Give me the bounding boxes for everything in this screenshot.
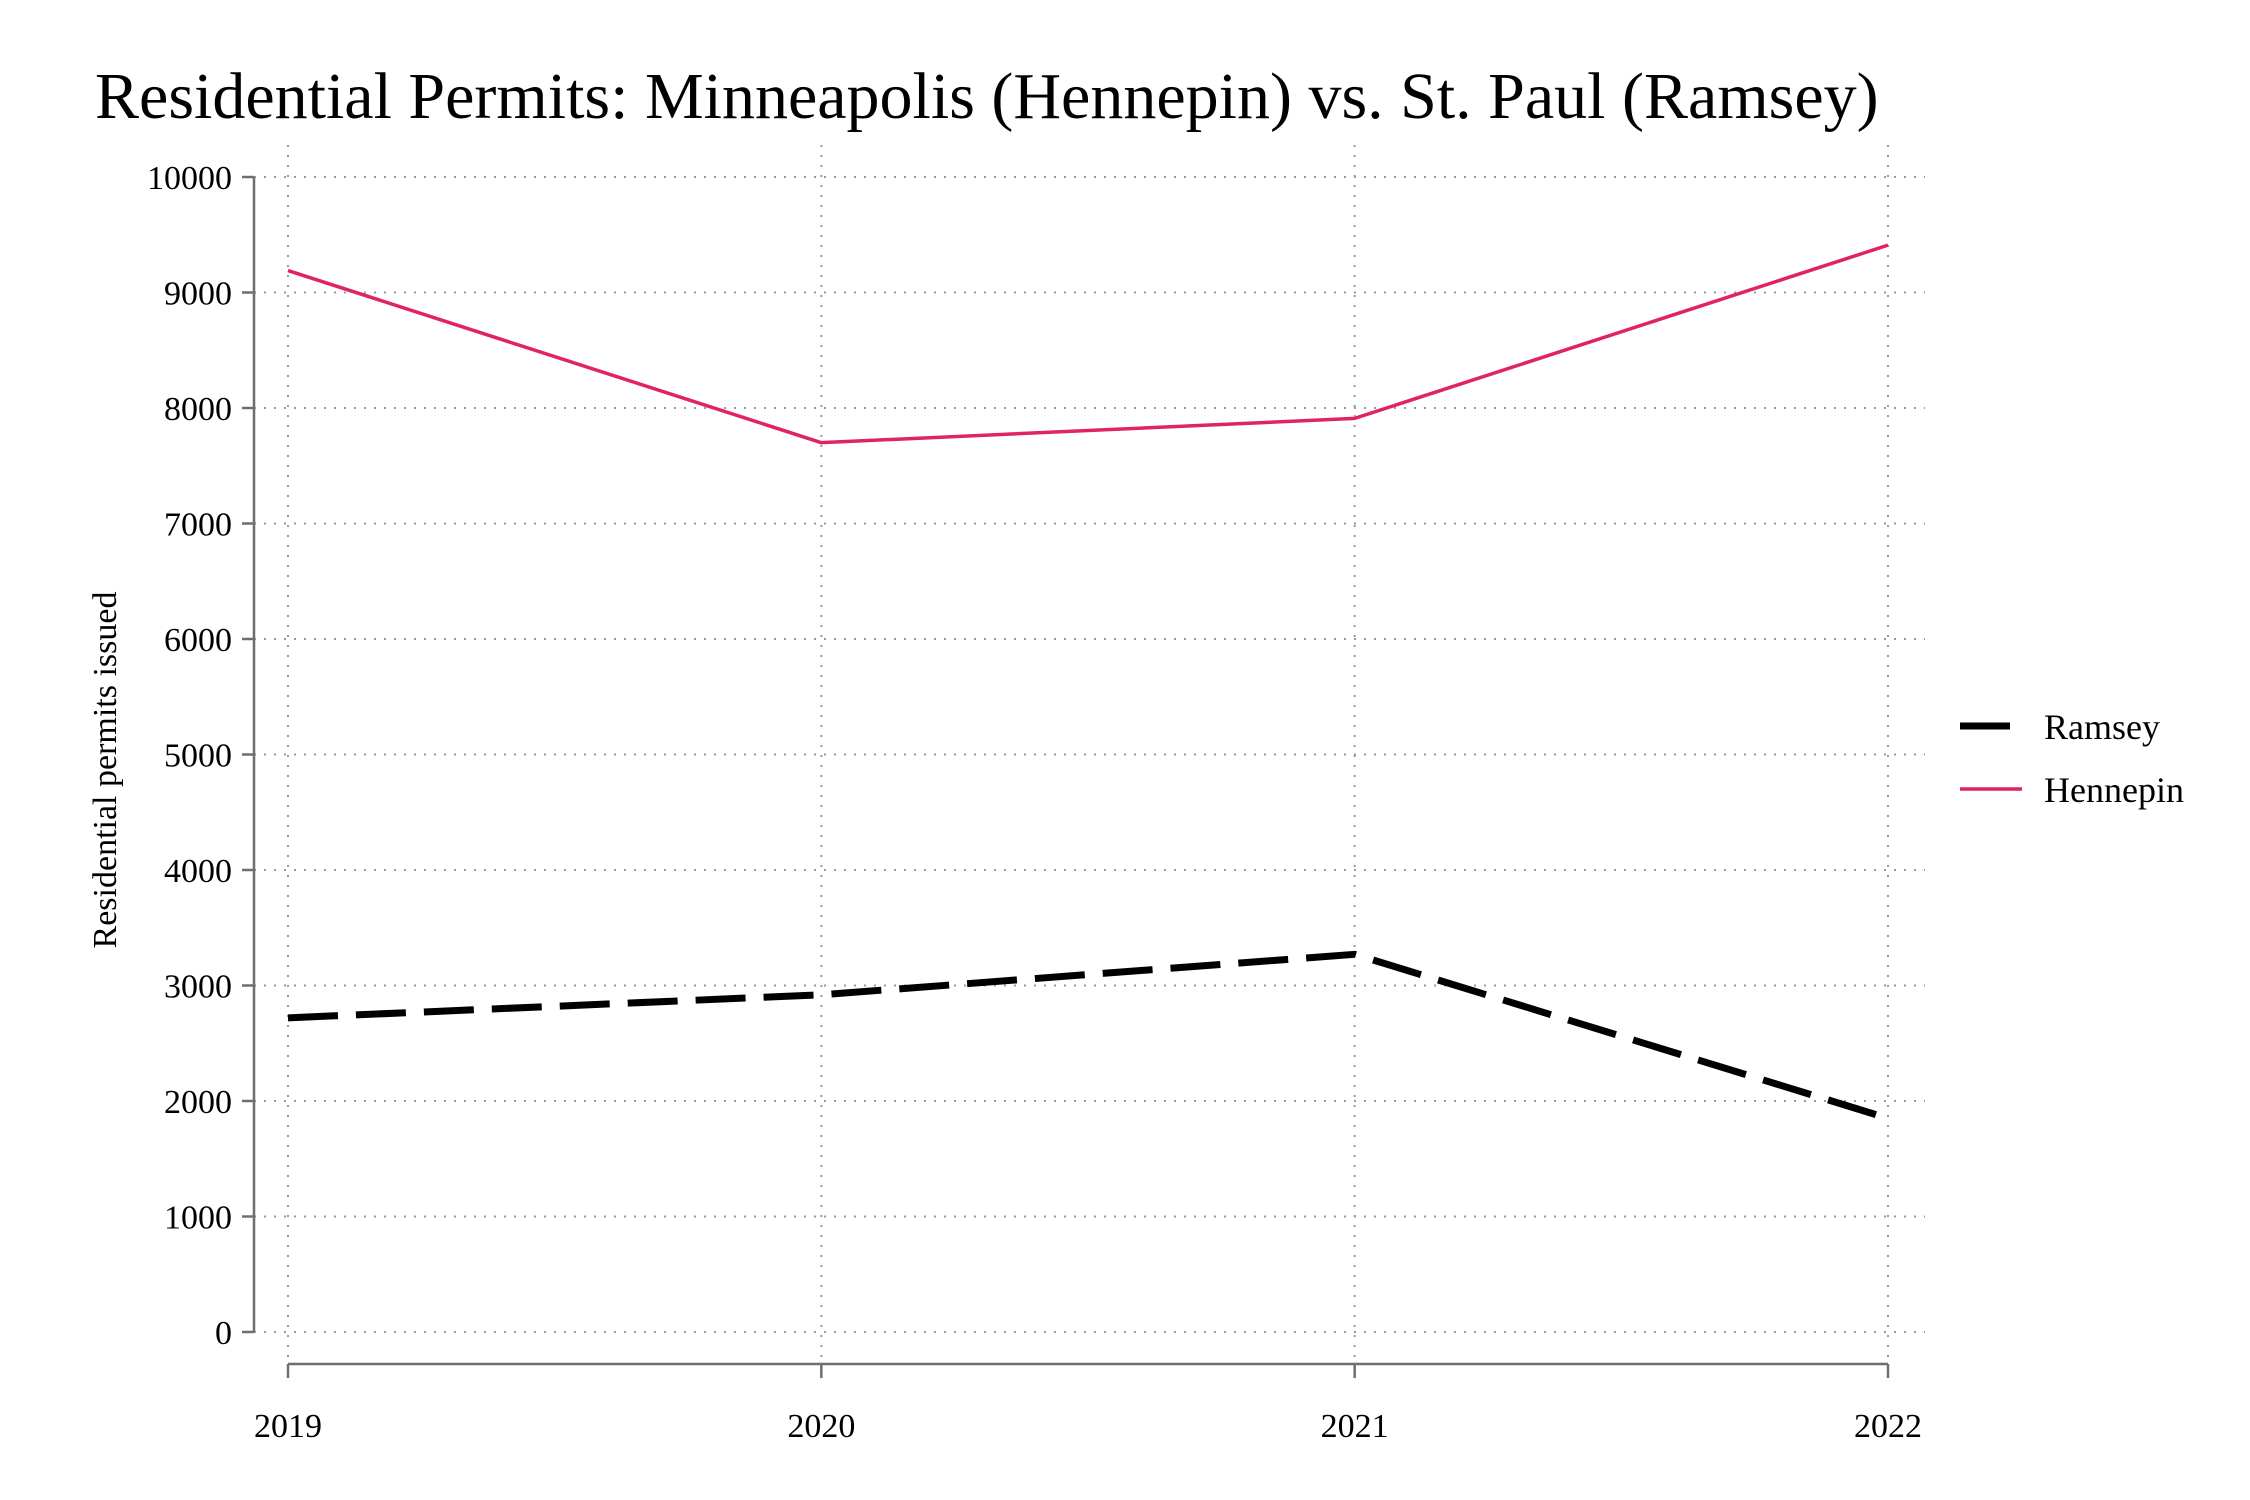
y-tick-label: 9000 [164, 276, 232, 313]
chart-title: Residential Permits: Minneapolis (Hennep… [95, 60, 1879, 133]
legend-label-ramsey: Ramsey [2044, 707, 2160, 747]
y-axis-label: Residential permits issued [87, 592, 124, 949]
y-tick-label: 1000 [164, 1200, 232, 1237]
y-tick-label: 0 [215, 1315, 232, 1352]
x-tick-label: 2020 [787, 1408, 855, 1445]
x-tick-label: 2022 [1854, 1408, 1922, 1445]
series-line-ramsey [287, 950, 1890, 1122]
series-lines [287, 243, 1890, 1122]
y-tick-label: 5000 [164, 738, 232, 775]
y-tick-label: 3000 [164, 969, 232, 1006]
y-tick-label: 10000 [147, 160, 232, 197]
legend-label-hennepin: Hennepin [2044, 770, 2184, 810]
y-tick-label: 2000 [164, 1084, 232, 1121]
x-tick-label: 2021 [1321, 1408, 1389, 1445]
grid [254, 145, 1925, 1364]
legend: Ramsey Hennepin [1960, 707, 2184, 810]
y-tick-label: 8000 [164, 391, 232, 428]
y-tick-label: 7000 [164, 507, 232, 544]
y-tick-label: 6000 [164, 622, 232, 659]
series-line-hennepin [287, 243, 1889, 445]
y-tick-label: 4000 [164, 853, 232, 890]
axes: 0 1000 2000 3000 4000 5000 6000 7000 8000 9000 100… [147, 160, 1922, 1445]
x-tick-label: 2019 [254, 1408, 322, 1445]
